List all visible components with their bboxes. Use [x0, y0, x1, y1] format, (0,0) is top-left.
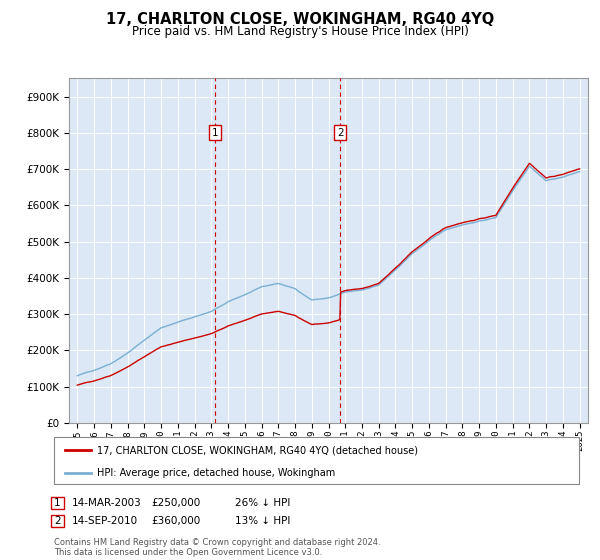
Text: 2: 2 — [54, 516, 61, 526]
Text: 2: 2 — [337, 128, 344, 138]
Text: 13% ↓ HPI: 13% ↓ HPI — [235, 516, 290, 526]
Text: 14-MAR-2003: 14-MAR-2003 — [71, 498, 141, 508]
Text: Price paid vs. HM Land Registry's House Price Index (HPI): Price paid vs. HM Land Registry's House … — [131, 25, 469, 38]
Text: 14-SEP-2010: 14-SEP-2010 — [71, 516, 137, 526]
Text: HPI: Average price, detached house, Wokingham: HPI: Average price, detached house, Woki… — [97, 468, 335, 478]
Text: 26% ↓ HPI: 26% ↓ HPI — [235, 498, 290, 508]
Text: Contains HM Land Registry data © Crown copyright and database right 2024.
This d: Contains HM Land Registry data © Crown c… — [54, 538, 380, 557]
Text: 17, CHARLTON CLOSE, WOKINGHAM, RG40 4YQ: 17, CHARLTON CLOSE, WOKINGHAM, RG40 4YQ — [106, 12, 494, 27]
Text: £250,000: £250,000 — [151, 498, 200, 508]
Text: 1: 1 — [211, 128, 218, 138]
Text: £360,000: £360,000 — [151, 516, 200, 526]
Text: 17, CHARLTON CLOSE, WOKINGHAM, RG40 4YQ (detached house): 17, CHARLTON CLOSE, WOKINGHAM, RG40 4YQ … — [97, 445, 418, 455]
Text: 1: 1 — [54, 498, 61, 508]
